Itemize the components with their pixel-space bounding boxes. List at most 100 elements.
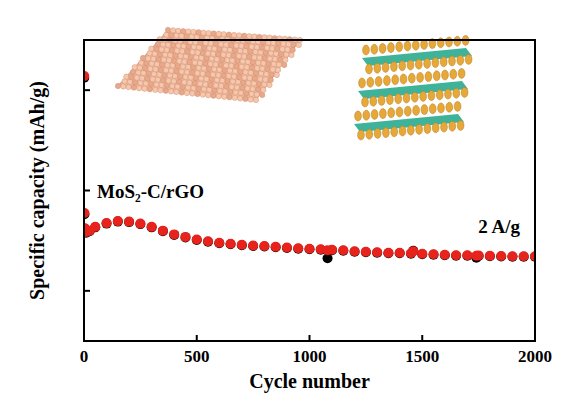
- y-axis-label: Specific capacity (mAh/g): [26, 81, 49, 300]
- particle: [154, 46, 159, 51]
- particle: [285, 47, 290, 52]
- atom: [442, 70, 449, 80]
- particle: [142, 66, 147, 71]
- atom: [383, 128, 390, 138]
- atom: [438, 103, 445, 113]
- particle: [296, 42, 301, 47]
- atom: [449, 56, 456, 66]
- particle: [196, 65, 201, 70]
- particle: [274, 72, 279, 77]
- particle: [216, 94, 221, 99]
- point: [192, 234, 202, 244]
- particle: [252, 76, 257, 81]
- atom: [371, 44, 378, 54]
- particle: [225, 57, 230, 62]
- point: [496, 251, 506, 261]
- atom: [453, 88, 460, 98]
- atom: [411, 92, 418, 102]
- atom: [454, 36, 461, 46]
- particle: [224, 84, 229, 89]
- atom: [388, 108, 395, 118]
- particle: [260, 66, 265, 71]
- particle: [262, 82, 267, 87]
- particle: [223, 63, 228, 68]
- particle: [132, 65, 137, 70]
- particle: [259, 45, 264, 50]
- particle: [226, 32, 231, 37]
- particle: [236, 33, 241, 38]
- particle: [194, 34, 199, 39]
- particle: [262, 56, 267, 61]
- particle: [150, 77, 155, 82]
- particle: [280, 47, 285, 52]
- atom: [446, 37, 453, 47]
- particle: [212, 46, 217, 51]
- particle: [243, 70, 248, 75]
- point: [338, 246, 348, 256]
- x-tick-label: 1000: [293, 347, 327, 366]
- particle: [267, 56, 272, 61]
- particle: [203, 61, 208, 66]
- particle: [203, 82, 208, 87]
- particle: [197, 81, 202, 86]
- particle: [178, 74, 183, 79]
- particle: [232, 95, 237, 100]
- particle: [221, 52, 226, 57]
- particle: [121, 84, 126, 89]
- point: [282, 243, 292, 253]
- particle: [228, 89, 233, 94]
- particle: [169, 48, 174, 53]
- atom: [441, 122, 448, 132]
- particle: [199, 55, 204, 60]
- particle: [231, 32, 236, 37]
- particle: [217, 88, 222, 93]
- atom: [375, 76, 382, 86]
- particle: [233, 90, 238, 95]
- atom: [374, 128, 381, 138]
- particle: [142, 86, 147, 91]
- particle: [253, 97, 258, 102]
- particle: [200, 50, 205, 55]
- atom: [454, 101, 461, 111]
- particle: [249, 44, 254, 49]
- point: [440, 250, 450, 260]
- point: [293, 244, 303, 254]
- particle: [244, 65, 249, 70]
- point: [408, 246, 418, 256]
- particle: [195, 71, 200, 76]
- particle: [214, 57, 219, 62]
- particle: [263, 50, 268, 55]
- point: [519, 251, 529, 261]
- particle: [146, 56, 151, 61]
- particle: [234, 43, 239, 48]
- particle: [251, 81, 256, 86]
- atom: [408, 73, 415, 83]
- point: [350, 247, 360, 257]
- point: [214, 238, 224, 248]
- atom: [359, 78, 366, 88]
- particle: [213, 62, 218, 67]
- particle: [256, 81, 261, 86]
- particle: [148, 66, 153, 71]
- point: [327, 245, 337, 255]
- particle: [217, 67, 222, 72]
- particle: [249, 91, 254, 96]
- particle: [246, 80, 251, 85]
- particle: [192, 60, 197, 65]
- point: [282, 242, 292, 252]
- particle: [197, 60, 202, 65]
- particle: [214, 77, 219, 82]
- x-axis-label: Cycle number: [249, 370, 370, 393]
- particle: [212, 88, 217, 93]
- particle: [168, 89, 173, 94]
- particle: [196, 30, 201, 35]
- particle: [212, 67, 217, 72]
- particle: [261, 61, 266, 66]
- particle: [249, 65, 254, 70]
- particle: [174, 69, 179, 74]
- point: [395, 248, 405, 258]
- particle: [269, 72, 274, 77]
- particle: [272, 56, 277, 61]
- particle: [222, 47, 227, 52]
- particle: [226, 73, 231, 78]
